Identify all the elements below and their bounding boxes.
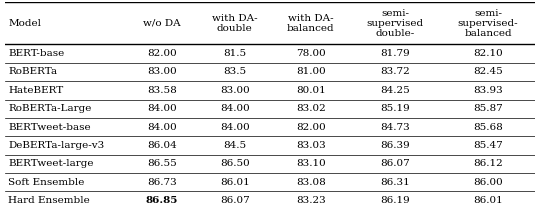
Text: 82.10: 82.10 bbox=[473, 49, 503, 58]
Text: 80.01: 80.01 bbox=[296, 86, 326, 95]
Text: RoBERTa-Large: RoBERTa-Large bbox=[8, 104, 91, 113]
Text: 84.73: 84.73 bbox=[380, 123, 410, 132]
Text: 85.68: 85.68 bbox=[473, 123, 503, 132]
Text: 84.00: 84.00 bbox=[220, 123, 249, 132]
Text: 86.07: 86.07 bbox=[380, 159, 410, 168]
Text: 86.12: 86.12 bbox=[473, 159, 503, 168]
Text: DeBERTa-large-v3: DeBERTa-large-v3 bbox=[8, 141, 104, 150]
Text: 86.07: 86.07 bbox=[220, 196, 249, 205]
Text: 82.45: 82.45 bbox=[473, 67, 503, 77]
Text: BERT-base: BERT-base bbox=[8, 49, 64, 58]
Text: 83.72: 83.72 bbox=[380, 67, 410, 77]
Text: 83.10: 83.10 bbox=[296, 159, 326, 168]
Text: 83.08: 83.08 bbox=[296, 178, 326, 187]
Text: 86.55: 86.55 bbox=[147, 159, 177, 168]
Text: RoBERTa: RoBERTa bbox=[8, 67, 57, 77]
Text: 84.5: 84.5 bbox=[223, 141, 246, 150]
Text: BERTweet-base: BERTweet-base bbox=[8, 123, 91, 132]
Text: 86.01: 86.01 bbox=[473, 196, 503, 205]
Text: Hard Ensemble: Hard Ensemble bbox=[8, 196, 90, 205]
Text: BERTweet-large: BERTweet-large bbox=[8, 159, 93, 168]
Text: 84.00: 84.00 bbox=[147, 123, 177, 132]
Text: 83.03: 83.03 bbox=[296, 141, 326, 150]
Text: 83.93: 83.93 bbox=[473, 86, 503, 95]
Text: w/o DA: w/o DA bbox=[143, 19, 180, 28]
Text: 85.47: 85.47 bbox=[473, 141, 503, 150]
Text: 86.01: 86.01 bbox=[220, 178, 249, 187]
Text: with DA-
double: with DA- double bbox=[212, 14, 258, 33]
Text: 84.25: 84.25 bbox=[380, 86, 410, 95]
Text: HateBERT: HateBERT bbox=[8, 86, 63, 95]
Text: 86.00: 86.00 bbox=[473, 178, 503, 187]
Text: 83.23: 83.23 bbox=[296, 196, 326, 205]
Text: 82.00: 82.00 bbox=[147, 49, 177, 58]
Text: 84.00: 84.00 bbox=[147, 104, 177, 113]
Text: 83.58: 83.58 bbox=[147, 86, 177, 95]
Text: 83.02: 83.02 bbox=[296, 104, 326, 113]
Text: 86.19: 86.19 bbox=[380, 196, 410, 205]
Text: semi-
supervised-
balanced: semi- supervised- balanced bbox=[458, 9, 518, 38]
Text: 85.87: 85.87 bbox=[473, 104, 503, 113]
Text: 86.73: 86.73 bbox=[147, 178, 177, 187]
Text: 84.00: 84.00 bbox=[220, 104, 249, 113]
Text: 86.85: 86.85 bbox=[145, 196, 178, 205]
Text: 83.5: 83.5 bbox=[223, 67, 246, 77]
Text: 81.00: 81.00 bbox=[296, 67, 326, 77]
Text: 81.5: 81.5 bbox=[223, 49, 246, 58]
Text: 86.39: 86.39 bbox=[380, 141, 410, 150]
Text: 86.31: 86.31 bbox=[380, 178, 410, 187]
Text: 86.04: 86.04 bbox=[147, 141, 177, 150]
Text: 83.00: 83.00 bbox=[220, 86, 249, 95]
Text: with DA-
balanced: with DA- balanced bbox=[287, 14, 335, 33]
Text: 82.00: 82.00 bbox=[296, 123, 326, 132]
Text: 78.00: 78.00 bbox=[296, 49, 326, 58]
Text: Model: Model bbox=[8, 19, 41, 28]
Text: 83.00: 83.00 bbox=[147, 67, 177, 77]
Text: 85.19: 85.19 bbox=[380, 104, 410, 113]
Text: 86.50: 86.50 bbox=[220, 159, 249, 168]
Text: 81.79: 81.79 bbox=[380, 49, 410, 58]
Text: Soft Ensemble: Soft Ensemble bbox=[8, 178, 84, 187]
Text: semi-
supervised
double-: semi- supervised double- bbox=[367, 9, 424, 38]
